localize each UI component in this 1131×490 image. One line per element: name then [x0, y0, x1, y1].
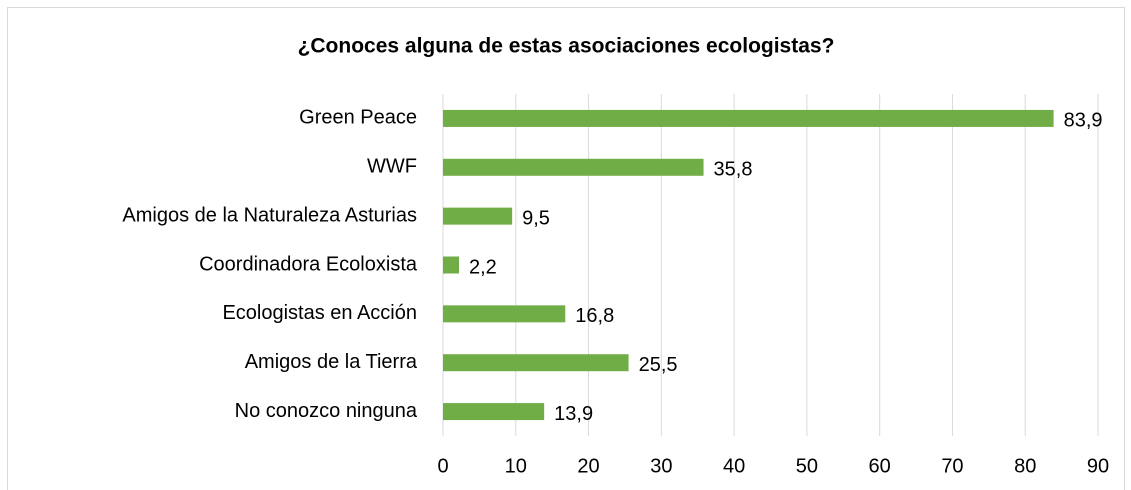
- data-label: 2,2: [469, 256, 497, 278]
- x-tick-label: 50: [796, 455, 818, 477]
- data-label: 13,9: [554, 403, 593, 425]
- x-tick-label: 90: [1087, 455, 1109, 477]
- chart-border: [7, 7, 1125, 490]
- x-tick-label: 0: [437, 455, 448, 477]
- x-tick-label: 40: [723, 455, 745, 477]
- x-tick-label: 20: [577, 455, 599, 477]
- data-label: 83,9: [1064, 110, 1103, 132]
- y-tick-label: Amigos de la Tierra: [245, 351, 418, 373]
- y-tick-label: Ecologistas en Acción: [222, 302, 417, 324]
- x-tick-label: 60: [869, 455, 891, 477]
- bar: [443, 256, 460, 274]
- y-tick-label: No conozco ninguna: [235, 400, 418, 422]
- y-tick-label: Amigos de la Naturaleza Asturias: [122, 204, 417, 226]
- data-label: 35,8: [714, 159, 753, 181]
- x-tick-label: 80: [1014, 455, 1036, 477]
- bar: [443, 305, 566, 323]
- data-label: 9,5: [522, 207, 550, 229]
- bar: [443, 158, 704, 176]
- bar: [443, 207, 513, 225]
- x-tick-label: 10: [505, 455, 527, 477]
- x-tick-label: 70: [941, 455, 963, 477]
- y-tick-label: WWF: [367, 156, 417, 178]
- data-label: 25,5: [639, 354, 678, 376]
- bar: [443, 403, 545, 421]
- data-label: 16,8: [575, 305, 614, 327]
- y-tick-label: Green Peace: [299, 107, 417, 129]
- chart-title: ¿Conoces alguna de estas asociaciones ec…: [298, 35, 835, 58]
- y-tick-label: Coordinadora Ecoloxista: [199, 253, 418, 275]
- bar: [443, 354, 629, 372]
- x-tick-label: 30: [650, 455, 672, 477]
- bar: [443, 109, 1054, 127]
